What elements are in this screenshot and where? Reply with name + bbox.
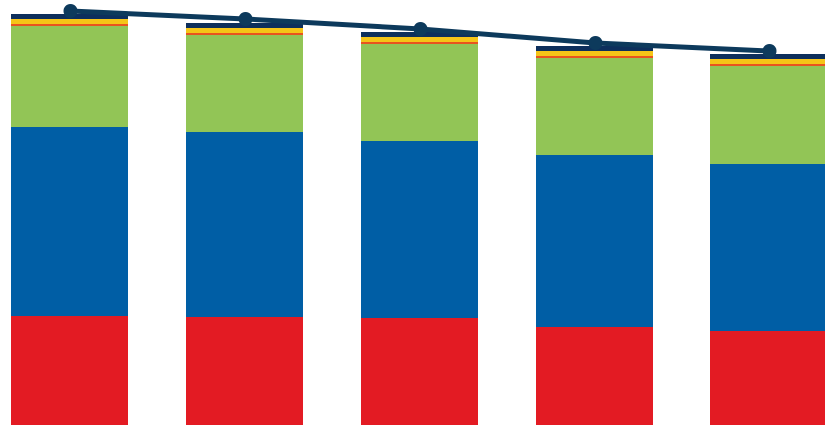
bar-segment-1-series-2	[11, 127, 128, 316]
bar-segment-2-series-1	[186, 317, 303, 425]
bar-segment-2-series-3	[186, 35, 303, 132]
bar-segment-5-series-1	[710, 331, 825, 425]
bar-segment-1-series-4	[11, 24, 128, 26]
bar-segment-5-series-2	[710, 164, 825, 331]
bar-segment-5-series-5	[710, 59, 825, 64]
bar-segment-3-series-2	[361, 141, 478, 318]
bar-segment-4-series-5	[536, 51, 653, 56]
bar-segment-2-series-5	[186, 28, 303, 33]
bar-stacks	[11, 14, 825, 425]
bar-segment-4-series-4	[536, 56, 653, 58]
bar-segment-4-series-1	[536, 327, 653, 425]
bar-segment-3-series-3	[361, 44, 478, 141]
bar-segment-1-series-5	[11, 19, 128, 24]
bar-segment-3-series-5	[361, 37, 478, 42]
trend-line-layer	[63, 4, 777, 58]
bar-segment-4-series-3	[536, 58, 653, 155]
bar-segment-2-series-4	[186, 33, 303, 35]
trend-point-1	[63, 4, 78, 18]
trend-point-4	[588, 36, 603, 50]
bar-segment-3-series-1	[361, 318, 478, 425]
trend-point-2	[238, 12, 253, 26]
bar-segment-3-series-4	[361, 42, 478, 44]
bar-segment-1-series-3	[11, 26, 128, 127]
trend-point-5	[762, 44, 777, 58]
bar-segment-2-series-2	[186, 132, 303, 317]
bar-segment-1-series-1	[11, 316, 128, 425]
trend-point-3	[413, 22, 428, 36]
bar-segment-5-series-4	[710, 64, 825, 66]
bar-segment-4-series-2	[536, 155, 653, 327]
bar-segment-5-series-3	[710, 66, 825, 164]
